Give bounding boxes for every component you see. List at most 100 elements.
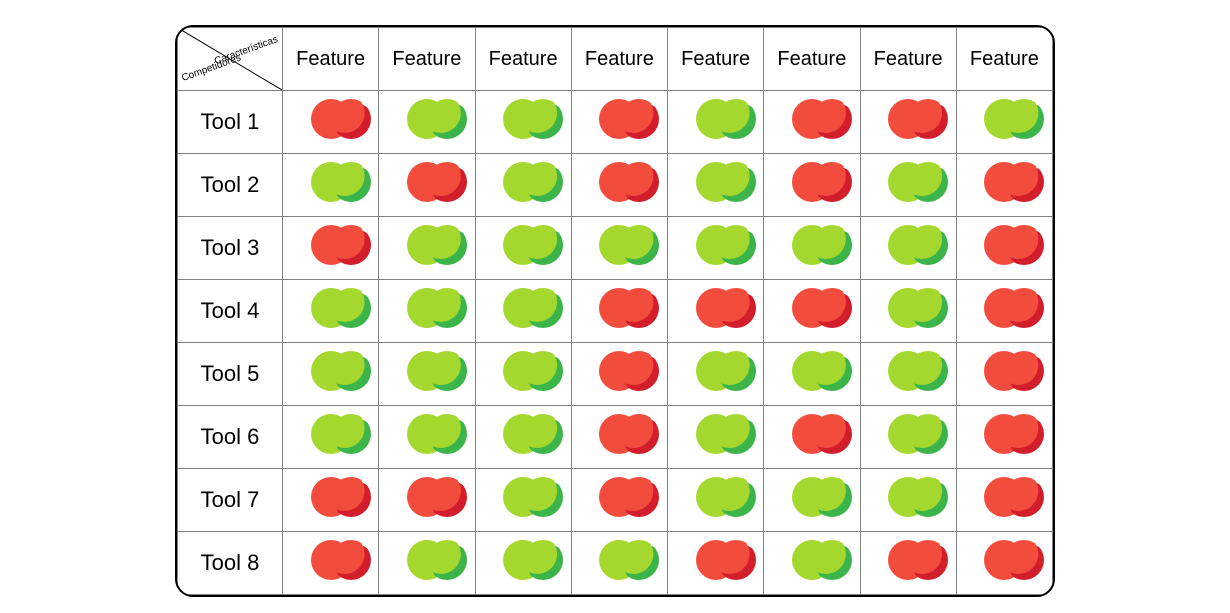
header-row: Características Competidores Feature Fea…	[178, 28, 1053, 91]
feature-table: Características Competidores Feature Fea…	[177, 27, 1053, 595]
status-no-icon	[311, 540, 351, 580]
status-cell	[571, 406, 667, 469]
status-no-icon	[407, 162, 447, 202]
status-yes-icon	[311, 162, 351, 202]
status-cell	[379, 343, 475, 406]
table-row: Tool 6	[178, 406, 1053, 469]
table-row: Tool 8	[178, 532, 1053, 595]
status-yes-icon	[888, 225, 928, 265]
row-header: Tool 1	[178, 91, 283, 154]
status-cell	[571, 217, 667, 280]
status-cell	[860, 469, 956, 532]
status-yes-icon	[407, 351, 447, 391]
status-no-icon	[984, 540, 1024, 580]
status-cell	[764, 154, 860, 217]
status-cell	[764, 469, 860, 532]
status-yes-icon	[888, 477, 928, 517]
status-yes-icon	[311, 288, 351, 328]
status-cell	[860, 280, 956, 343]
status-cell	[668, 154, 764, 217]
status-cell	[475, 280, 571, 343]
status-no-icon	[599, 162, 639, 202]
status-cell	[860, 217, 956, 280]
status-cell	[283, 91, 379, 154]
status-no-icon	[888, 99, 928, 139]
status-cell	[956, 343, 1052, 406]
status-yes-icon	[888, 162, 928, 202]
status-no-icon	[311, 477, 351, 517]
status-cell	[764, 406, 860, 469]
status-cell	[379, 91, 475, 154]
status-no-icon	[984, 414, 1024, 454]
status-cell	[475, 406, 571, 469]
row-header: Tool 6	[178, 406, 283, 469]
column-header: Feature	[668, 28, 764, 91]
column-header: Feature	[379, 28, 475, 91]
status-no-icon	[599, 351, 639, 391]
status-yes-icon	[888, 351, 928, 391]
status-yes-icon	[599, 225, 639, 265]
table-row: Tool 2	[178, 154, 1053, 217]
status-cell	[956, 280, 1052, 343]
status-cell	[571, 469, 667, 532]
status-yes-icon	[503, 414, 543, 454]
status-yes-icon	[503, 351, 543, 391]
status-yes-icon	[311, 414, 351, 454]
status-no-icon	[407, 477, 447, 517]
status-yes-icon	[311, 351, 351, 391]
table-row: Tool 1	[178, 91, 1053, 154]
status-no-icon	[599, 414, 639, 454]
status-yes-icon	[792, 540, 832, 580]
status-yes-icon	[503, 225, 543, 265]
status-yes-icon	[696, 351, 736, 391]
status-no-icon	[599, 477, 639, 517]
status-cell	[668, 532, 764, 595]
status-cell	[475, 469, 571, 532]
status-cell	[571, 280, 667, 343]
status-cell	[571, 343, 667, 406]
status-yes-icon	[503, 540, 543, 580]
status-cell	[283, 406, 379, 469]
status-cell	[860, 532, 956, 595]
status-no-icon	[696, 288, 736, 328]
status-cell	[668, 469, 764, 532]
status-yes-icon	[696, 162, 736, 202]
status-cell	[668, 91, 764, 154]
status-no-icon	[792, 288, 832, 328]
status-cell	[764, 217, 860, 280]
status-yes-icon	[792, 351, 832, 391]
status-no-icon	[599, 288, 639, 328]
status-cell	[956, 217, 1052, 280]
status-no-icon	[792, 99, 832, 139]
status-cell	[283, 280, 379, 343]
column-header: Feature	[475, 28, 571, 91]
status-yes-icon	[503, 288, 543, 328]
table-row: Tool 4	[178, 280, 1053, 343]
row-header: Tool 5	[178, 343, 283, 406]
status-cell	[956, 406, 1052, 469]
status-no-icon	[888, 540, 928, 580]
status-no-icon	[696, 540, 736, 580]
status-cell	[668, 406, 764, 469]
status-cell	[668, 343, 764, 406]
status-no-icon	[984, 351, 1024, 391]
table-body: Tool 1Tool 2Tool 3Tool 4Tool 5Tool 6 Tool…	[178, 91, 1053, 595]
row-header: Tool 3	[178, 217, 283, 280]
status-cell	[379, 154, 475, 217]
status-cell	[475, 154, 571, 217]
status-cell	[571, 91, 667, 154]
status-cell	[668, 217, 764, 280]
status-cell	[475, 217, 571, 280]
table-row: Tool 5	[178, 343, 1053, 406]
status-cell	[764, 532, 860, 595]
status-no-icon	[311, 99, 351, 139]
status-yes-icon	[503, 99, 543, 139]
status-yes-icon	[792, 225, 832, 265]
comparison-matrix: Características Competidores Feature Fea…	[175, 25, 1055, 597]
status-yes-icon	[503, 162, 543, 202]
status-cell	[475, 91, 571, 154]
status-cell	[956, 469, 1052, 532]
status-no-icon	[792, 162, 832, 202]
status-cell	[475, 343, 571, 406]
status-yes-icon	[984, 99, 1024, 139]
